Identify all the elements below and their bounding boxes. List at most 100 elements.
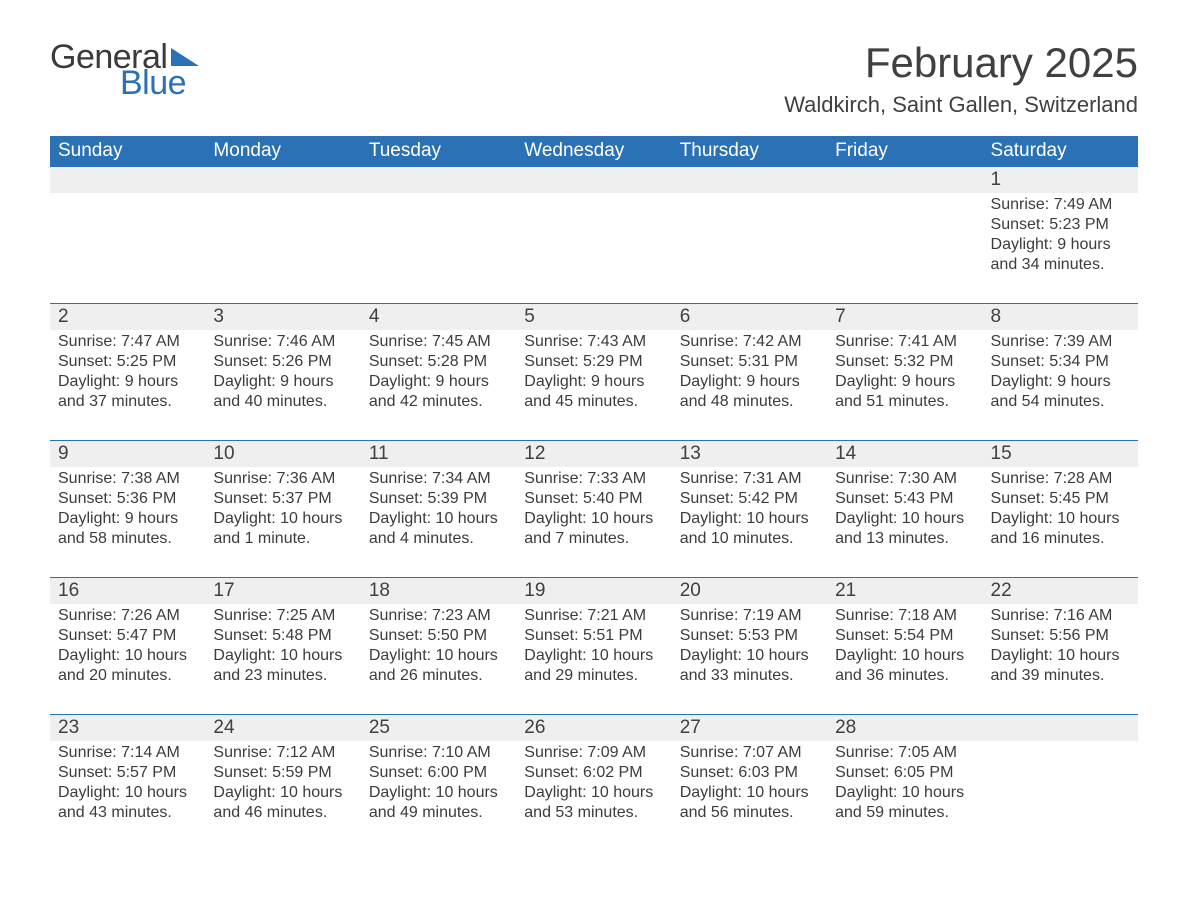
day-number-cell: 28 <box>827 715 982 742</box>
calendar-week-daynum-row: 2345678 <box>50 304 1138 331</box>
day-detail-cell: Sunrise: 7:30 AMSunset: 5:43 PMDaylight:… <box>827 467 982 578</box>
day-number-cell: 8 <box>983 304 1138 331</box>
month-title: February 2025 <box>784 40 1138 86</box>
day-detail-cell: Sunrise: 7:47 AMSunset: 5:25 PMDaylight:… <box>50 330 205 441</box>
daylight-line: Daylight: 9 hours and 54 minutes. <box>991 372 1130 412</box>
sunrise-line: Sunrise: 7:45 AM <box>369 332 508 352</box>
sunrise-line: Sunrise: 7:09 AM <box>524 743 663 763</box>
daylight-line: Daylight: 10 hours and 26 minutes. <box>369 646 508 686</box>
empty-cell <box>50 167 205 194</box>
daylight-line: Daylight: 10 hours and 39 minutes. <box>991 646 1130 686</box>
sunset-line: Sunset: 5:56 PM <box>991 626 1130 646</box>
sunset-line: Sunset: 5:47 PM <box>58 626 197 646</box>
calendar-week-daynum-row: 9101112131415 <box>50 441 1138 468</box>
day-number-cell: 10 <box>205 441 360 468</box>
empty-cell <box>205 167 360 194</box>
day-number-cell: 9 <box>50 441 205 468</box>
sunrise-line: Sunrise: 7:10 AM <box>369 743 508 763</box>
daylight-line: Daylight: 10 hours and 1 minute. <box>213 509 352 549</box>
day-number-cell: 7 <box>827 304 982 331</box>
day-detail-cell: Sunrise: 7:39 AMSunset: 5:34 PMDaylight:… <box>983 330 1138 441</box>
weekday-header: Wednesday <box>516 136 671 167</box>
day-detail-cell: Sunrise: 7:46 AMSunset: 5:26 PMDaylight:… <box>205 330 360 441</box>
weekday-header: Friday <box>827 136 982 167</box>
location-subtitle: Waldkirch, Saint Gallen, Switzerland <box>784 92 1138 118</box>
day-detail-cell: Sunrise: 7:26 AMSunset: 5:47 PMDaylight:… <box>50 604 205 715</box>
day-number-cell: 5 <box>516 304 671 331</box>
sunrise-line: Sunrise: 7:26 AM <box>58 606 197 626</box>
day-number-cell: 22 <box>983 578 1138 605</box>
daylight-line: Daylight: 9 hours and 42 minutes. <box>369 372 508 412</box>
sunset-line: Sunset: 5:23 PM <box>991 215 1130 235</box>
empty-cell <box>361 193 516 304</box>
sunset-line: Sunset: 5:34 PM <box>991 352 1130 372</box>
day-detail-cell: Sunrise: 7:42 AMSunset: 5:31 PMDaylight:… <box>672 330 827 441</box>
empty-cell <box>983 741 1138 851</box>
day-detail-cell: Sunrise: 7:34 AMSunset: 5:39 PMDaylight:… <box>361 467 516 578</box>
sunset-line: Sunset: 5:59 PM <box>213 763 352 783</box>
sunrise-line: Sunrise: 7:33 AM <box>524 469 663 489</box>
day-number-cell: 1 <box>983 167 1138 194</box>
sunrise-line: Sunrise: 7:23 AM <box>369 606 508 626</box>
sunset-line: Sunset: 6:05 PM <box>835 763 974 783</box>
daylight-line: Daylight: 10 hours and 33 minutes. <box>680 646 819 686</box>
sunset-line: Sunset: 5:50 PM <box>369 626 508 646</box>
day-detail-cell: Sunrise: 7:43 AMSunset: 5:29 PMDaylight:… <box>516 330 671 441</box>
sunrise-line: Sunrise: 7:43 AM <box>524 332 663 352</box>
day-number-cell: 18 <box>361 578 516 605</box>
empty-cell <box>205 193 360 304</box>
daylight-line: Daylight: 9 hours and 51 minutes. <box>835 372 974 412</box>
calendar-week-daynum-row: 1 <box>50 167 1138 194</box>
day-number-cell: 4 <box>361 304 516 331</box>
logo: General Blue <box>50 40 199 100</box>
sunrise-line: Sunrise: 7:47 AM <box>58 332 197 352</box>
day-number-cell: 20 <box>672 578 827 605</box>
daylight-line: Daylight: 10 hours and 59 minutes. <box>835 783 974 823</box>
sunrise-line: Sunrise: 7:42 AM <box>680 332 819 352</box>
day-detail-cell: Sunrise: 7:36 AMSunset: 5:37 PMDaylight:… <box>205 467 360 578</box>
daylight-line: Daylight: 10 hours and 29 minutes. <box>524 646 663 686</box>
day-detail-cell: Sunrise: 7:21 AMSunset: 5:51 PMDaylight:… <box>516 604 671 715</box>
sunrise-line: Sunrise: 7:36 AM <box>213 469 352 489</box>
sunrise-line: Sunrise: 7:21 AM <box>524 606 663 626</box>
logo-text-blue: Blue <box>120 66 199 100</box>
calendar-week-detail-row: Sunrise: 7:49 AMSunset: 5:23 PMDaylight:… <box>50 193 1138 304</box>
day-number-cell: 17 <box>205 578 360 605</box>
day-number-cell: 26 <box>516 715 671 742</box>
sunrise-line: Sunrise: 7:38 AM <box>58 469 197 489</box>
sunset-line: Sunset: 6:02 PM <box>524 763 663 783</box>
empty-cell <box>983 715 1138 742</box>
title-block: February 2025 Waldkirch, Saint Gallen, S… <box>784 40 1138 118</box>
day-number-cell: 12 <box>516 441 671 468</box>
daylight-line: Daylight: 10 hours and 36 minutes. <box>835 646 974 686</box>
day-detail-cell: Sunrise: 7:10 AMSunset: 6:00 PMDaylight:… <box>361 741 516 851</box>
calendar-table: SundayMondayTuesdayWednesdayThursdayFrid… <box>50 136 1138 851</box>
sunset-line: Sunset: 5:28 PM <box>369 352 508 372</box>
sunrise-line: Sunrise: 7:30 AM <box>835 469 974 489</box>
sunrise-line: Sunrise: 7:14 AM <box>58 743 197 763</box>
sunset-line: Sunset: 5:54 PM <box>835 626 974 646</box>
day-number-cell: 6 <box>672 304 827 331</box>
sunset-line: Sunset: 5:43 PM <box>835 489 974 509</box>
day-detail-cell: Sunrise: 7:18 AMSunset: 5:54 PMDaylight:… <box>827 604 982 715</box>
daylight-line: Daylight: 10 hours and 13 minutes. <box>835 509 974 549</box>
daylight-line: Daylight: 10 hours and 10 minutes. <box>680 509 819 549</box>
empty-cell <box>361 167 516 194</box>
day-number-cell: 2 <box>50 304 205 331</box>
sunrise-line: Sunrise: 7:16 AM <box>991 606 1130 626</box>
day-detail-cell: Sunrise: 7:05 AMSunset: 6:05 PMDaylight:… <box>827 741 982 851</box>
sunrise-line: Sunrise: 7:12 AM <box>213 743 352 763</box>
daylight-line: Daylight: 10 hours and 7 minutes. <box>524 509 663 549</box>
sunset-line: Sunset: 6:03 PM <box>680 763 819 783</box>
sunrise-line: Sunrise: 7:05 AM <box>835 743 974 763</box>
daylight-line: Daylight: 10 hours and 4 minutes. <box>369 509 508 549</box>
day-detail-cell: Sunrise: 7:19 AMSunset: 5:53 PMDaylight:… <box>672 604 827 715</box>
day-detail-cell: Sunrise: 7:14 AMSunset: 5:57 PMDaylight:… <box>50 741 205 851</box>
daylight-line: Daylight: 10 hours and 16 minutes. <box>991 509 1130 549</box>
sunset-line: Sunset: 5:32 PM <box>835 352 974 372</box>
sunset-line: Sunset: 5:37 PM <box>213 489 352 509</box>
empty-cell <box>827 167 982 194</box>
calendar-week-detail-row: Sunrise: 7:47 AMSunset: 5:25 PM Daylight:… <box>50 330 1138 441</box>
calendar-week-detail-row: Sunrise: 7:14 AMSunset: 5:57 PMDaylight:… <box>50 741 1138 851</box>
sunset-line: Sunset: 5:25 PM <box>58 352 197 372</box>
